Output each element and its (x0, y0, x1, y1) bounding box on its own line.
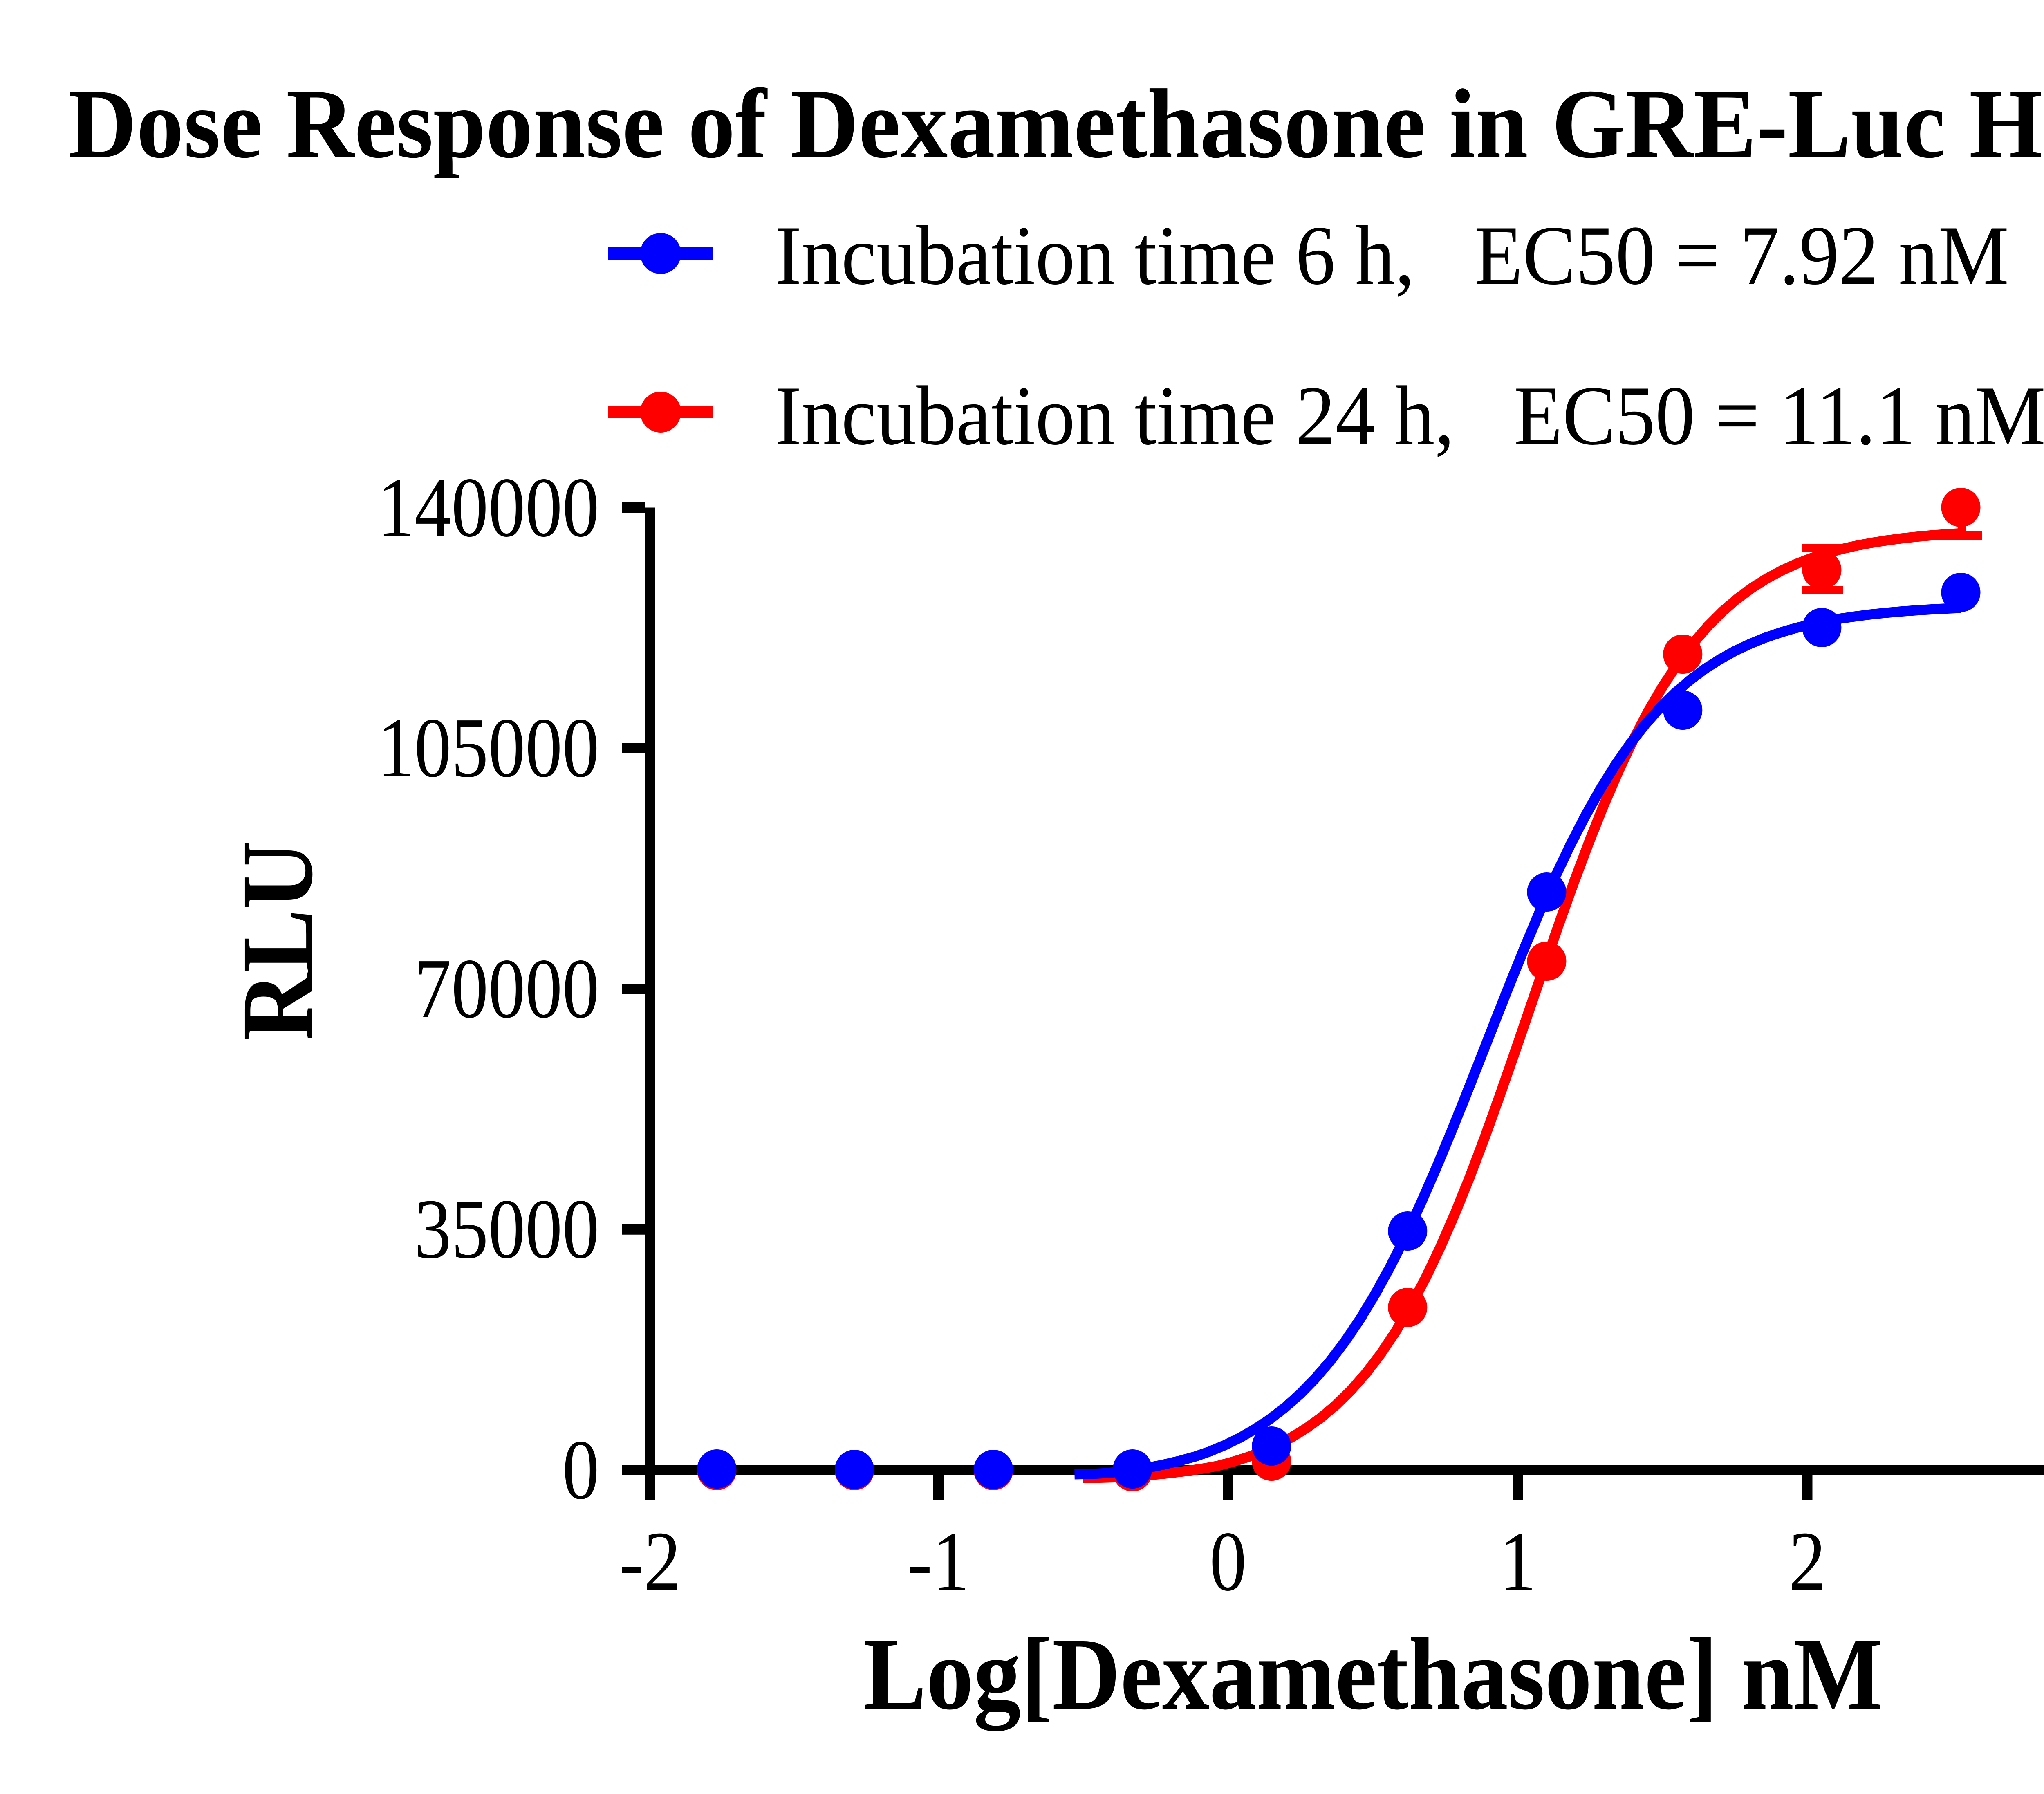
svg-text:Incubation time 6 h, EC50 =: Incubation time 6 h, EC50 = 7.92 nM (775, 209, 2009, 302)
svg-text:140000: 140000 (377, 460, 599, 555)
svg-text:-2: -2 (619, 1514, 681, 1609)
svg-text:70000: 70000 (415, 942, 599, 1036)
svg-text:Log[Dexamethasone] nM: Log[Dexamethasone] nM (863, 1617, 1883, 1731)
svg-text:0: 0 (1210, 1514, 1246, 1609)
svg-text:2: 2 (1789, 1514, 1826, 1609)
svg-text:1: 1 (1499, 1514, 1536, 1609)
svg-text:Incubation time 24 h, EC50 =: Incubation time 24 h, EC50 = 11.1 nM (775, 369, 2044, 462)
svg-text:Dose Response of Dexamethasone: Dose Response of Dexamethasone in GRE-Lu… (68, 56, 2044, 184)
svg-text:RLU: RLU (221, 841, 334, 1041)
svg-text:105000: 105000 (377, 701, 599, 795)
svg-text:-1: -1 (908, 1514, 969, 1609)
svg-text:0: 0 (563, 1423, 599, 1517)
svg-text:35000: 35000 (415, 1182, 599, 1276)
